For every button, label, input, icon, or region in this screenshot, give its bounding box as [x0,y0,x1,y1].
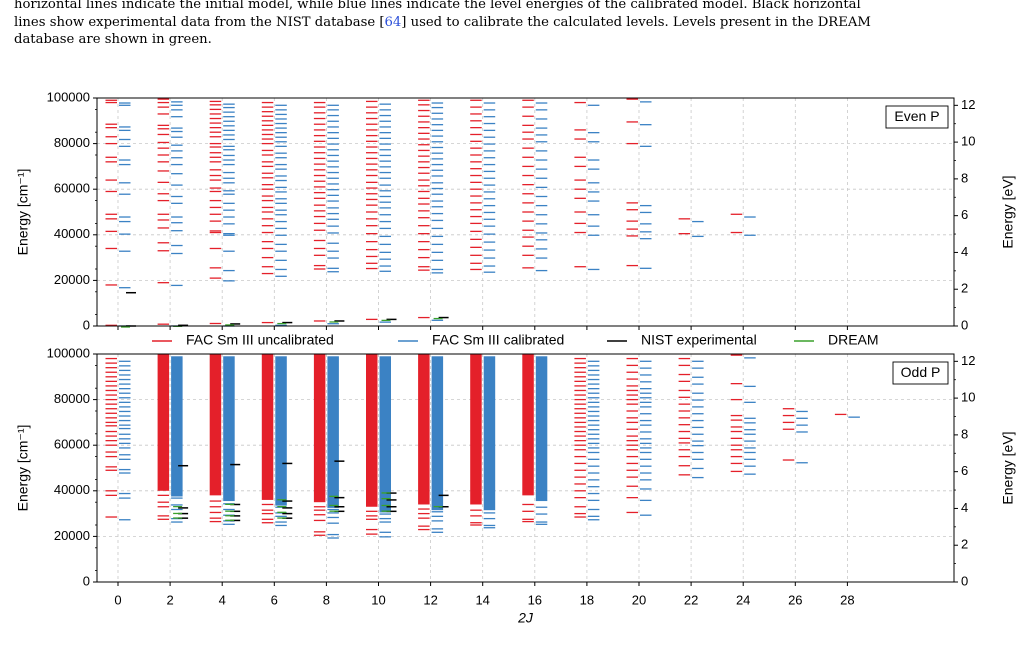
odd-y2-tick-label: 6 [961,463,968,478]
legend-label-dream: DREAM [828,332,879,348]
x-tick-label: 14 [475,592,489,607]
odd-dense-calibrated-block [379,356,391,513]
odd-dense-uncalibrated-block [470,354,482,505]
odd-y2-tick-label: 8 [961,426,968,441]
legend-label-nist: NIST experimental [641,332,757,348]
x-tick-label: 28 [840,592,854,607]
odd-panel-label-box [892,361,949,385]
even-y2-tick-label: 6 [961,207,968,222]
odd-dense-uncalibrated-block [522,354,534,496]
odd-y-tick-label: 60000 [54,437,90,452]
even-y2-axis-label: Energy [eV] [1000,175,1016,248]
odd-dense-uncalibrated-block [418,354,430,505]
odd-dense-uncalibrated-block [366,354,378,507]
even-y2-tick-label: 10 [961,134,975,149]
odd-dense-uncalibrated-block [261,354,274,500]
odd-dense-uncalibrated-block [313,354,326,503]
odd-y2-tick-label: 2 [961,537,968,552]
odd-y2-tick-label: 0 [961,573,968,588]
x-tick-label: 6 [271,592,278,607]
odd-dense-calibrated-block [223,356,235,502]
odd-y2-tick-label: 12 [961,353,975,368]
even-panel-label-box [885,105,949,129]
even-y-tick-label: 0 [83,317,90,332]
x-tick-label: 20 [632,592,646,607]
odd-plot-frame [96,353,955,583]
odd-y-tick-label: 80000 [54,391,90,406]
even-y-tick-label: 80000 [54,135,90,150]
even-y-axis-label: Energy [cm⁻¹] [15,169,31,256]
even-y2-tick-label: 2 [961,281,968,296]
even-y2-tick-label: 8 [961,170,968,185]
even-y-tick-label: 60000 [54,181,90,196]
even-y2-tick-label: 0 [961,317,968,332]
even-y-tick-label: 20000 [54,272,90,287]
even-y2-tick-label: 12 [961,97,975,112]
odd-dense-uncalibrated-block [157,354,170,491]
odd-dense-calibrated-block [275,356,287,506]
odd-y-tick-label: 40000 [54,482,90,497]
x-tick-label: 12 [423,592,437,607]
odd-y2-axis-label: Energy [eV] [1000,431,1016,504]
legend-label-uncalibrated: FAC Sm III uncalibrated [186,332,334,348]
caption-line-2a: lines show experimental data from the NI… [14,14,385,30]
odd-dense-calibrated-block [327,356,339,508]
odd-y2-tick-label: 4 [961,500,968,515]
x-tick-label: 4 [219,592,226,607]
odd-dense-calibrated-block [431,356,444,511]
x-tick-label: 24 [736,592,750,607]
even-y-tick-label: 100000 [47,89,90,104]
odd-y-tick-label: 0 [83,573,90,588]
odd-dense-uncalibrated-block [209,354,222,496]
caption-line-3: database are shown in green. [14,32,212,47]
odd-dense-calibrated-block [171,356,183,497]
even-panel-label: Even P [894,108,939,124]
even-y-tick-label: 40000 [54,226,90,241]
caption-reference-link[interactable]: 64 [384,14,402,30]
odd-y-tick-label: 100000 [47,345,90,360]
odd-dense-calibrated-block [535,356,548,502]
even-plot-frame [96,97,955,327]
odd-y-tick-label: 20000 [54,528,90,543]
odd-y2-tick-label: 10 [961,390,975,405]
x-tick-label: 2 [166,592,173,607]
x-axis-label: 2J [517,610,534,626]
x-tick-label: 22 [684,592,698,607]
x-tick-label: 26 [788,592,802,607]
legend-label-calibrated: FAC Sm III calibrated [432,332,564,348]
x-tick-label: 10 [371,592,385,607]
odd-panel-label: Odd P [901,364,941,380]
odd-y-axis-label: Energy [cm⁻¹] [15,425,31,512]
caption-line-1: horizontal lines indicate the initial mo… [14,0,861,12]
x-tick-label: 8 [323,592,330,607]
odd-dense-calibrated-block [483,356,496,511]
figure-caption: horizontal lines indicate the initial mo… [14,0,1014,49]
caption-line-2b: ] used to calibrate the calculated level… [401,14,871,30]
x-tick-label: 18 [580,592,594,607]
x-tick-label: 16 [528,592,542,607]
x-tick-label: 0 [114,592,121,607]
even-y2-tick-label: 4 [961,244,968,259]
